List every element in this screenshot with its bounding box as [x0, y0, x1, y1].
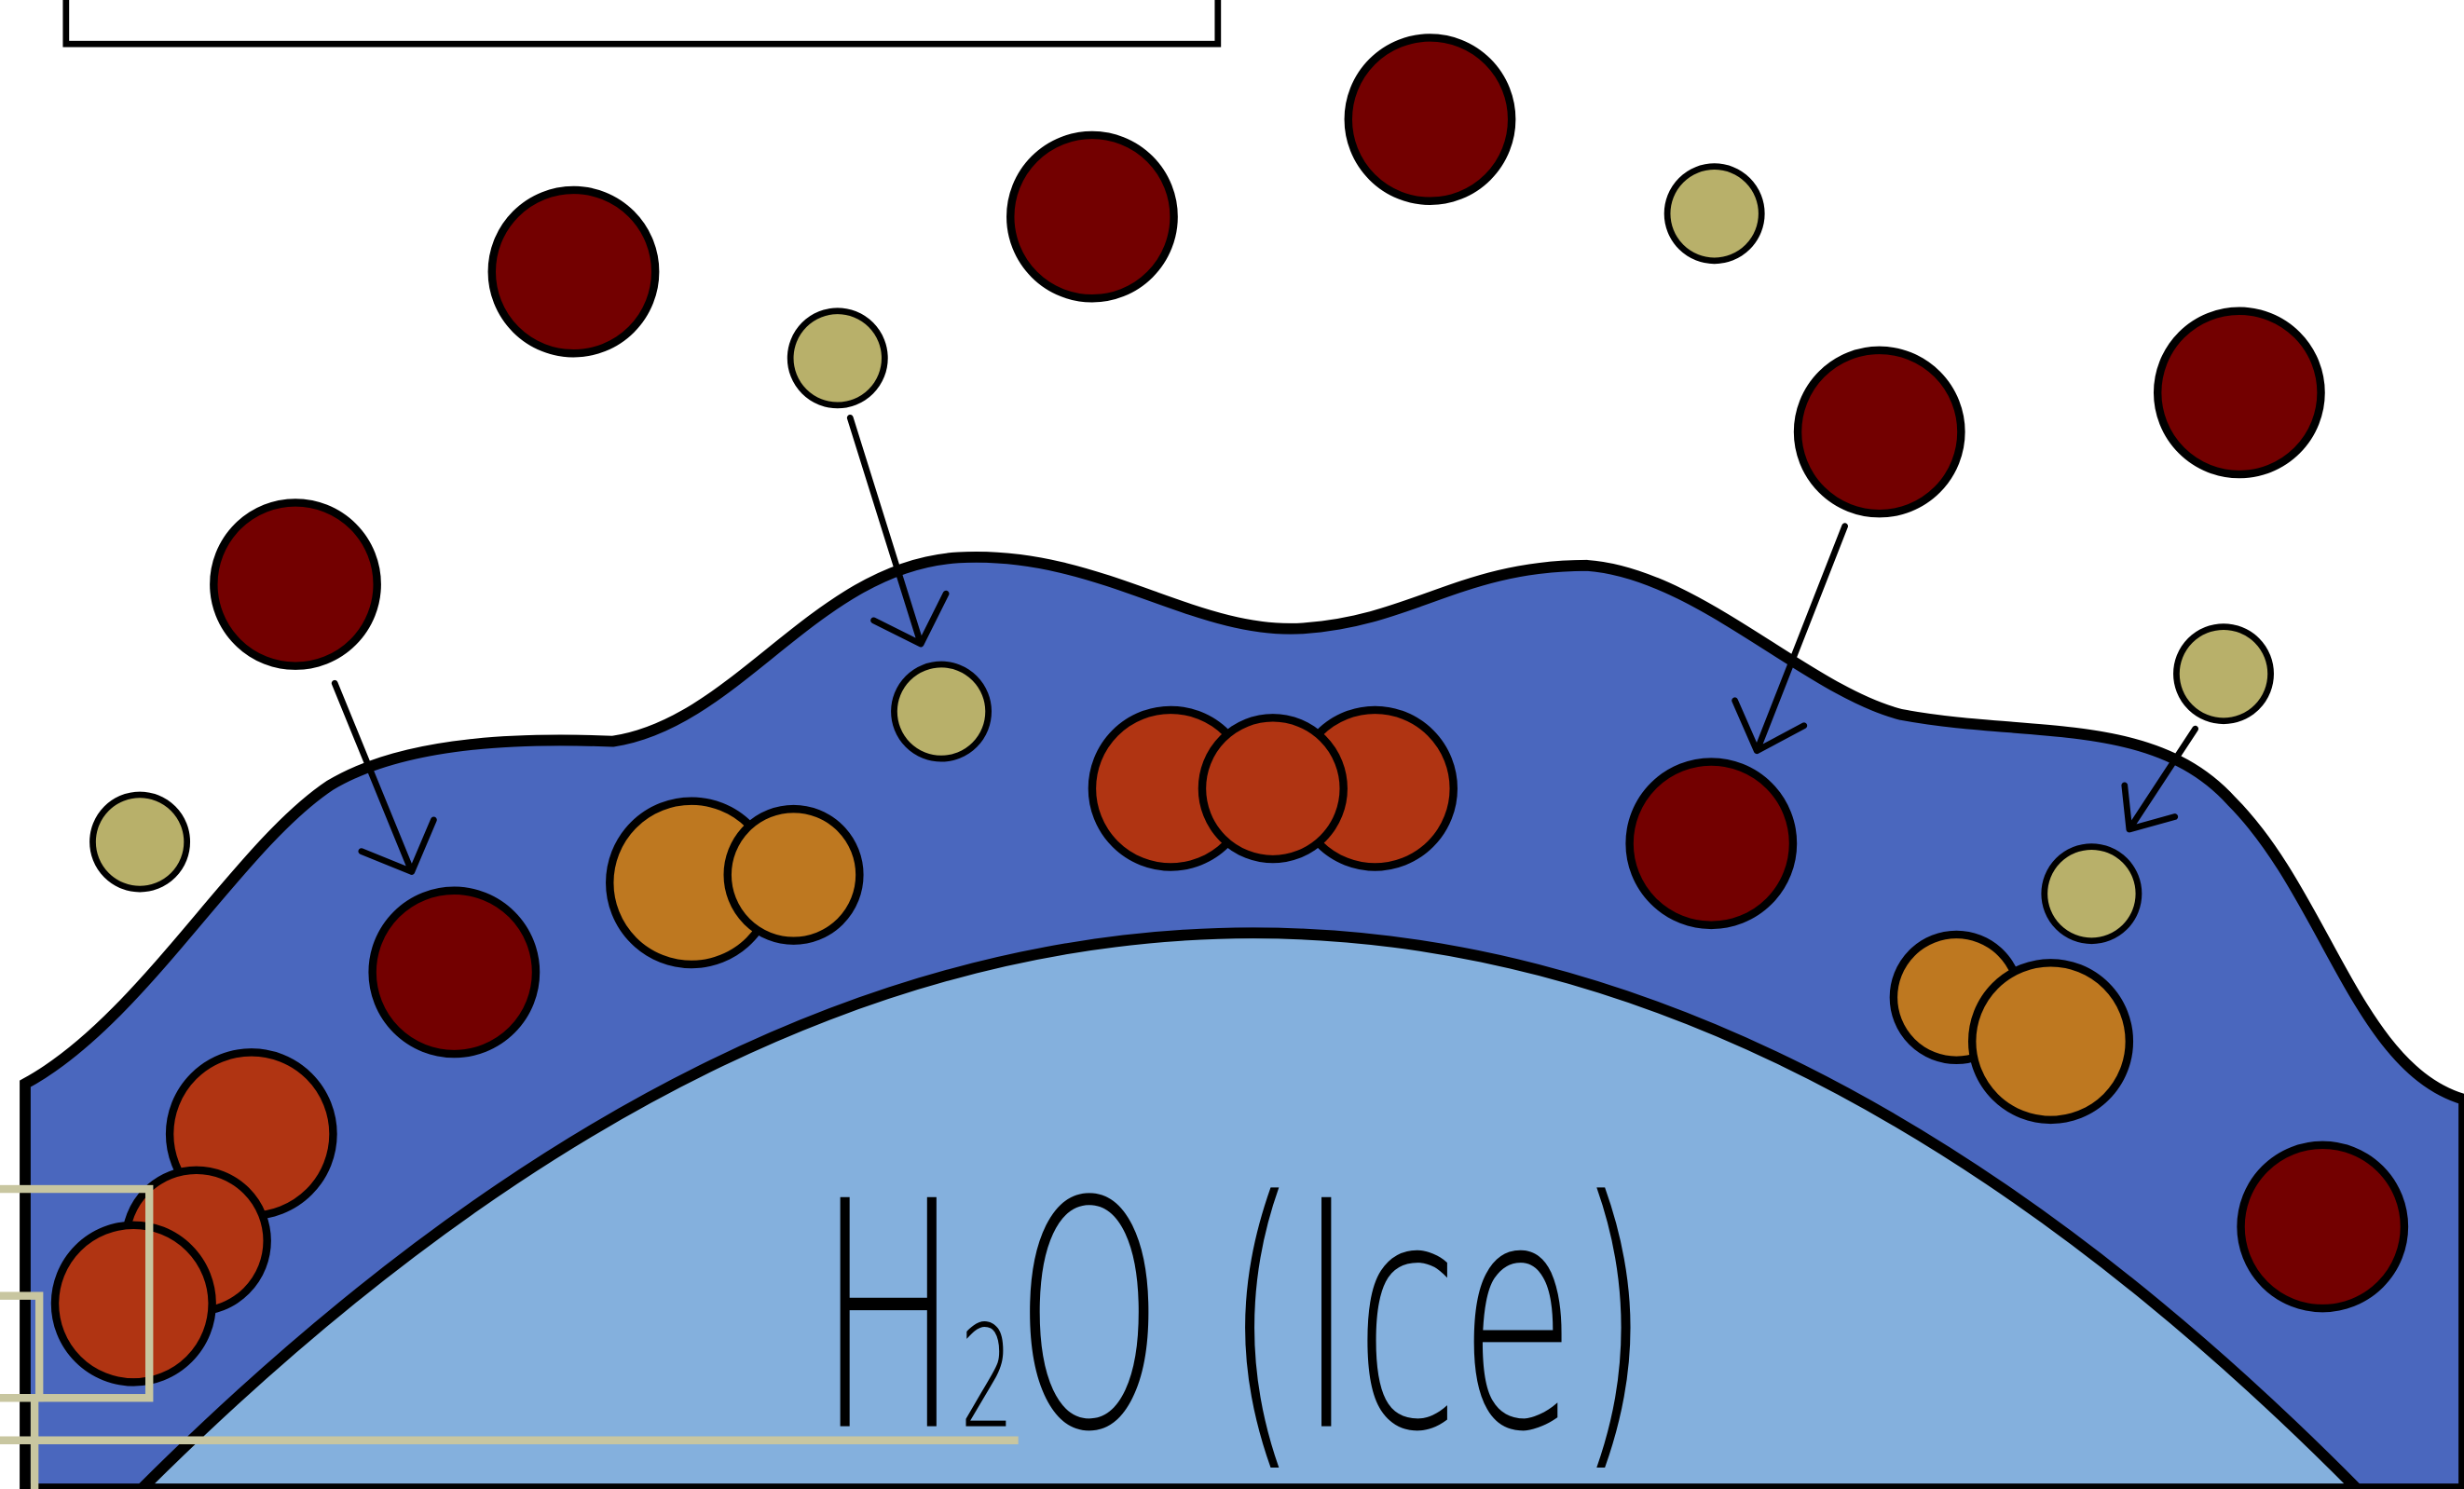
label-subscript: 2	[960, 1295, 1014, 1460]
yellow-molecule	[2173, 623, 2274, 725]
label: H2O (Ice)	[817, 1135, 1650, 1489]
arrow	[1732, 523, 1848, 755]
overlay-box	[0, 1184, 154, 1402]
overlay-lines	[0, 1184, 1019, 1489]
yellow-molecule	[1663, 163, 1765, 265]
redorange-molecule	[50, 1221, 216, 1387]
red-molecule	[1793, 346, 1965, 518]
red-molecule	[210, 499, 381, 670]
red-molecules	[210, 34, 2409, 1313]
yellow-molecules	[89, 163, 2274, 945]
top-box	[62, 0, 1222, 48]
redorange-molecule	[1198, 714, 1348, 864]
orange-molecule	[723, 804, 864, 945]
arrows	[331, 415, 2199, 875]
overlay-box	[0, 1291, 44, 1402]
yellow-molecule	[787, 307, 888, 409]
red-molecule	[1625, 758, 1798, 930]
molecule-groups	[50, 705, 2134, 1387]
ice-core	[133, 927, 2365, 1489]
red-molecule	[2153, 307, 2325, 479]
red-molecule	[368, 886, 541, 1059]
label-part: H	[817, 1135, 960, 1489]
red-molecule	[1006, 130, 1178, 303]
red-molecule	[2237, 1141, 2409, 1313]
label-part: O (Ice)	[1015, 1135, 1650, 1489]
arrow	[846, 415, 950, 648]
red-molecule	[1344, 34, 1516, 205]
arrow	[331, 679, 437, 875]
orange-molecule	[1967, 959, 2134, 1125]
yellow-molecule	[891, 661, 992, 762]
arrow	[2121, 725, 2199, 833]
yellow-molecule	[2041, 843, 2142, 945]
red-molecule	[487, 185, 660, 358]
yellow-molecule	[89, 791, 191, 893]
